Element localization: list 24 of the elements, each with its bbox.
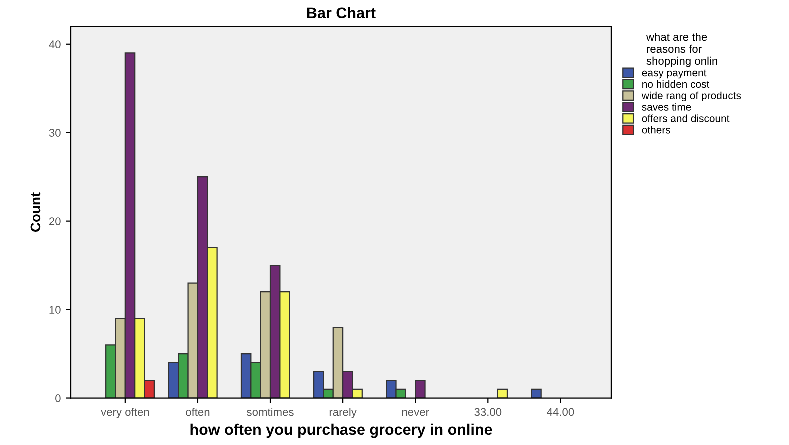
legend-label: wide rang of products [642,92,742,102]
y-tick-label: 40 [49,40,61,49]
legend-label: easy payment [642,70,707,79]
x-tick-label: 33.00 [474,408,502,416]
legend-label: saves time [642,103,692,111]
y-tick-label: 30 [49,129,61,137]
chart-title: Bar Chart [307,7,376,19]
bar [531,388,542,398]
legend-label: others [642,126,670,134]
bar [415,380,426,398]
legend-title: what are the reasons for shopping onlin [646,32,718,68]
x-tick-label: often [186,408,210,416]
x-tick-label: never [402,410,430,416]
x-tick-label: rarely [330,408,357,418]
y-tick-label: 10 [50,306,61,314]
legend-label: offers and discount [642,114,730,122]
x-tick-label: very often [101,408,150,418]
y-axis-title: Count [30,192,41,232]
legend-label: no hidden cost [642,80,710,88]
y-tick-label: 0 [56,394,61,402]
x-tick-label: 44.00 [547,408,574,416]
y-tick-label: 20 [49,218,61,226]
x-axis-title: how often you purchase grocery in online [190,424,492,438]
x-tick-label: somtimes [247,408,294,416]
